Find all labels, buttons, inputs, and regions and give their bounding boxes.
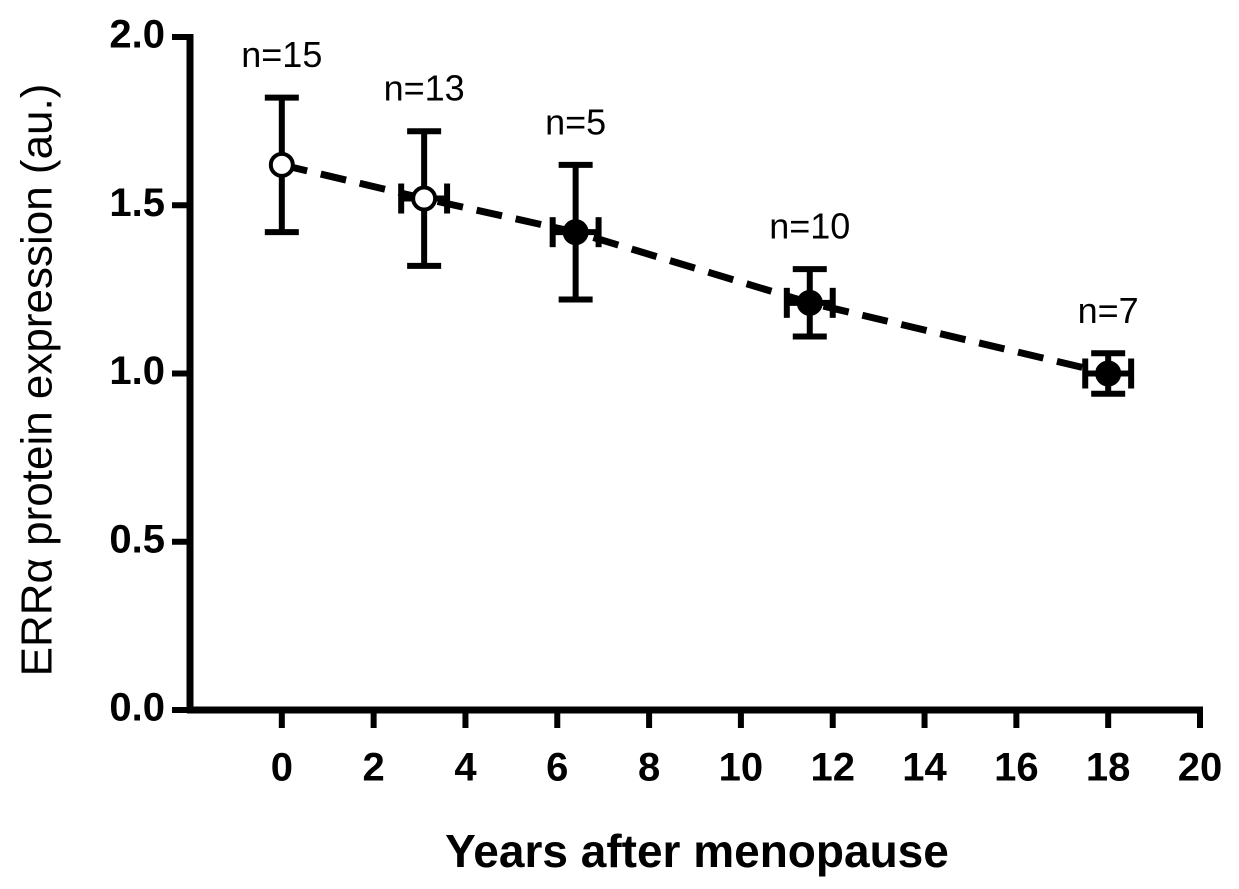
x-tick-label: 10 bbox=[719, 746, 764, 790]
x-tick-label: 0 bbox=[271, 746, 293, 790]
x-tick-label: 8 bbox=[638, 746, 660, 790]
y-tick-label: 0.0 bbox=[109, 686, 165, 730]
y-tick-label: 2.0 bbox=[109, 13, 165, 57]
y-axis-label: ERRα protein expression (au.) bbox=[13, 84, 62, 677]
x-axis-label: Years after menopause bbox=[445, 825, 949, 877]
y-tick-label: 0.5 bbox=[109, 517, 165, 561]
sample-size-label: n=10 bbox=[769, 206, 850, 247]
data-point bbox=[796, 289, 823, 316]
y-tick-label: 1.5 bbox=[109, 181, 165, 225]
sample-size-label: n=7 bbox=[1078, 290, 1139, 331]
x-tick-label: 12 bbox=[810, 746, 855, 790]
data-point bbox=[411, 185, 438, 212]
x-tick-label: 6 bbox=[546, 746, 568, 790]
data-point bbox=[268, 151, 295, 178]
data-point bbox=[562, 219, 589, 246]
y-tick-label: 1.0 bbox=[109, 349, 165, 393]
x-tick-label: 2 bbox=[363, 746, 385, 790]
x-tick-label: 16 bbox=[994, 746, 1039, 790]
data-point bbox=[1095, 360, 1122, 387]
sample-size-label: n=15 bbox=[241, 34, 322, 75]
x-tick-label: 4 bbox=[454, 746, 477, 790]
x-tick-label: 14 bbox=[902, 746, 947, 790]
x-tick-label: 20 bbox=[1178, 746, 1223, 790]
sample-size-label: n=5 bbox=[545, 101, 606, 142]
x-tick-label: 18 bbox=[1086, 746, 1131, 790]
sample-size-label: n=13 bbox=[384, 68, 465, 109]
